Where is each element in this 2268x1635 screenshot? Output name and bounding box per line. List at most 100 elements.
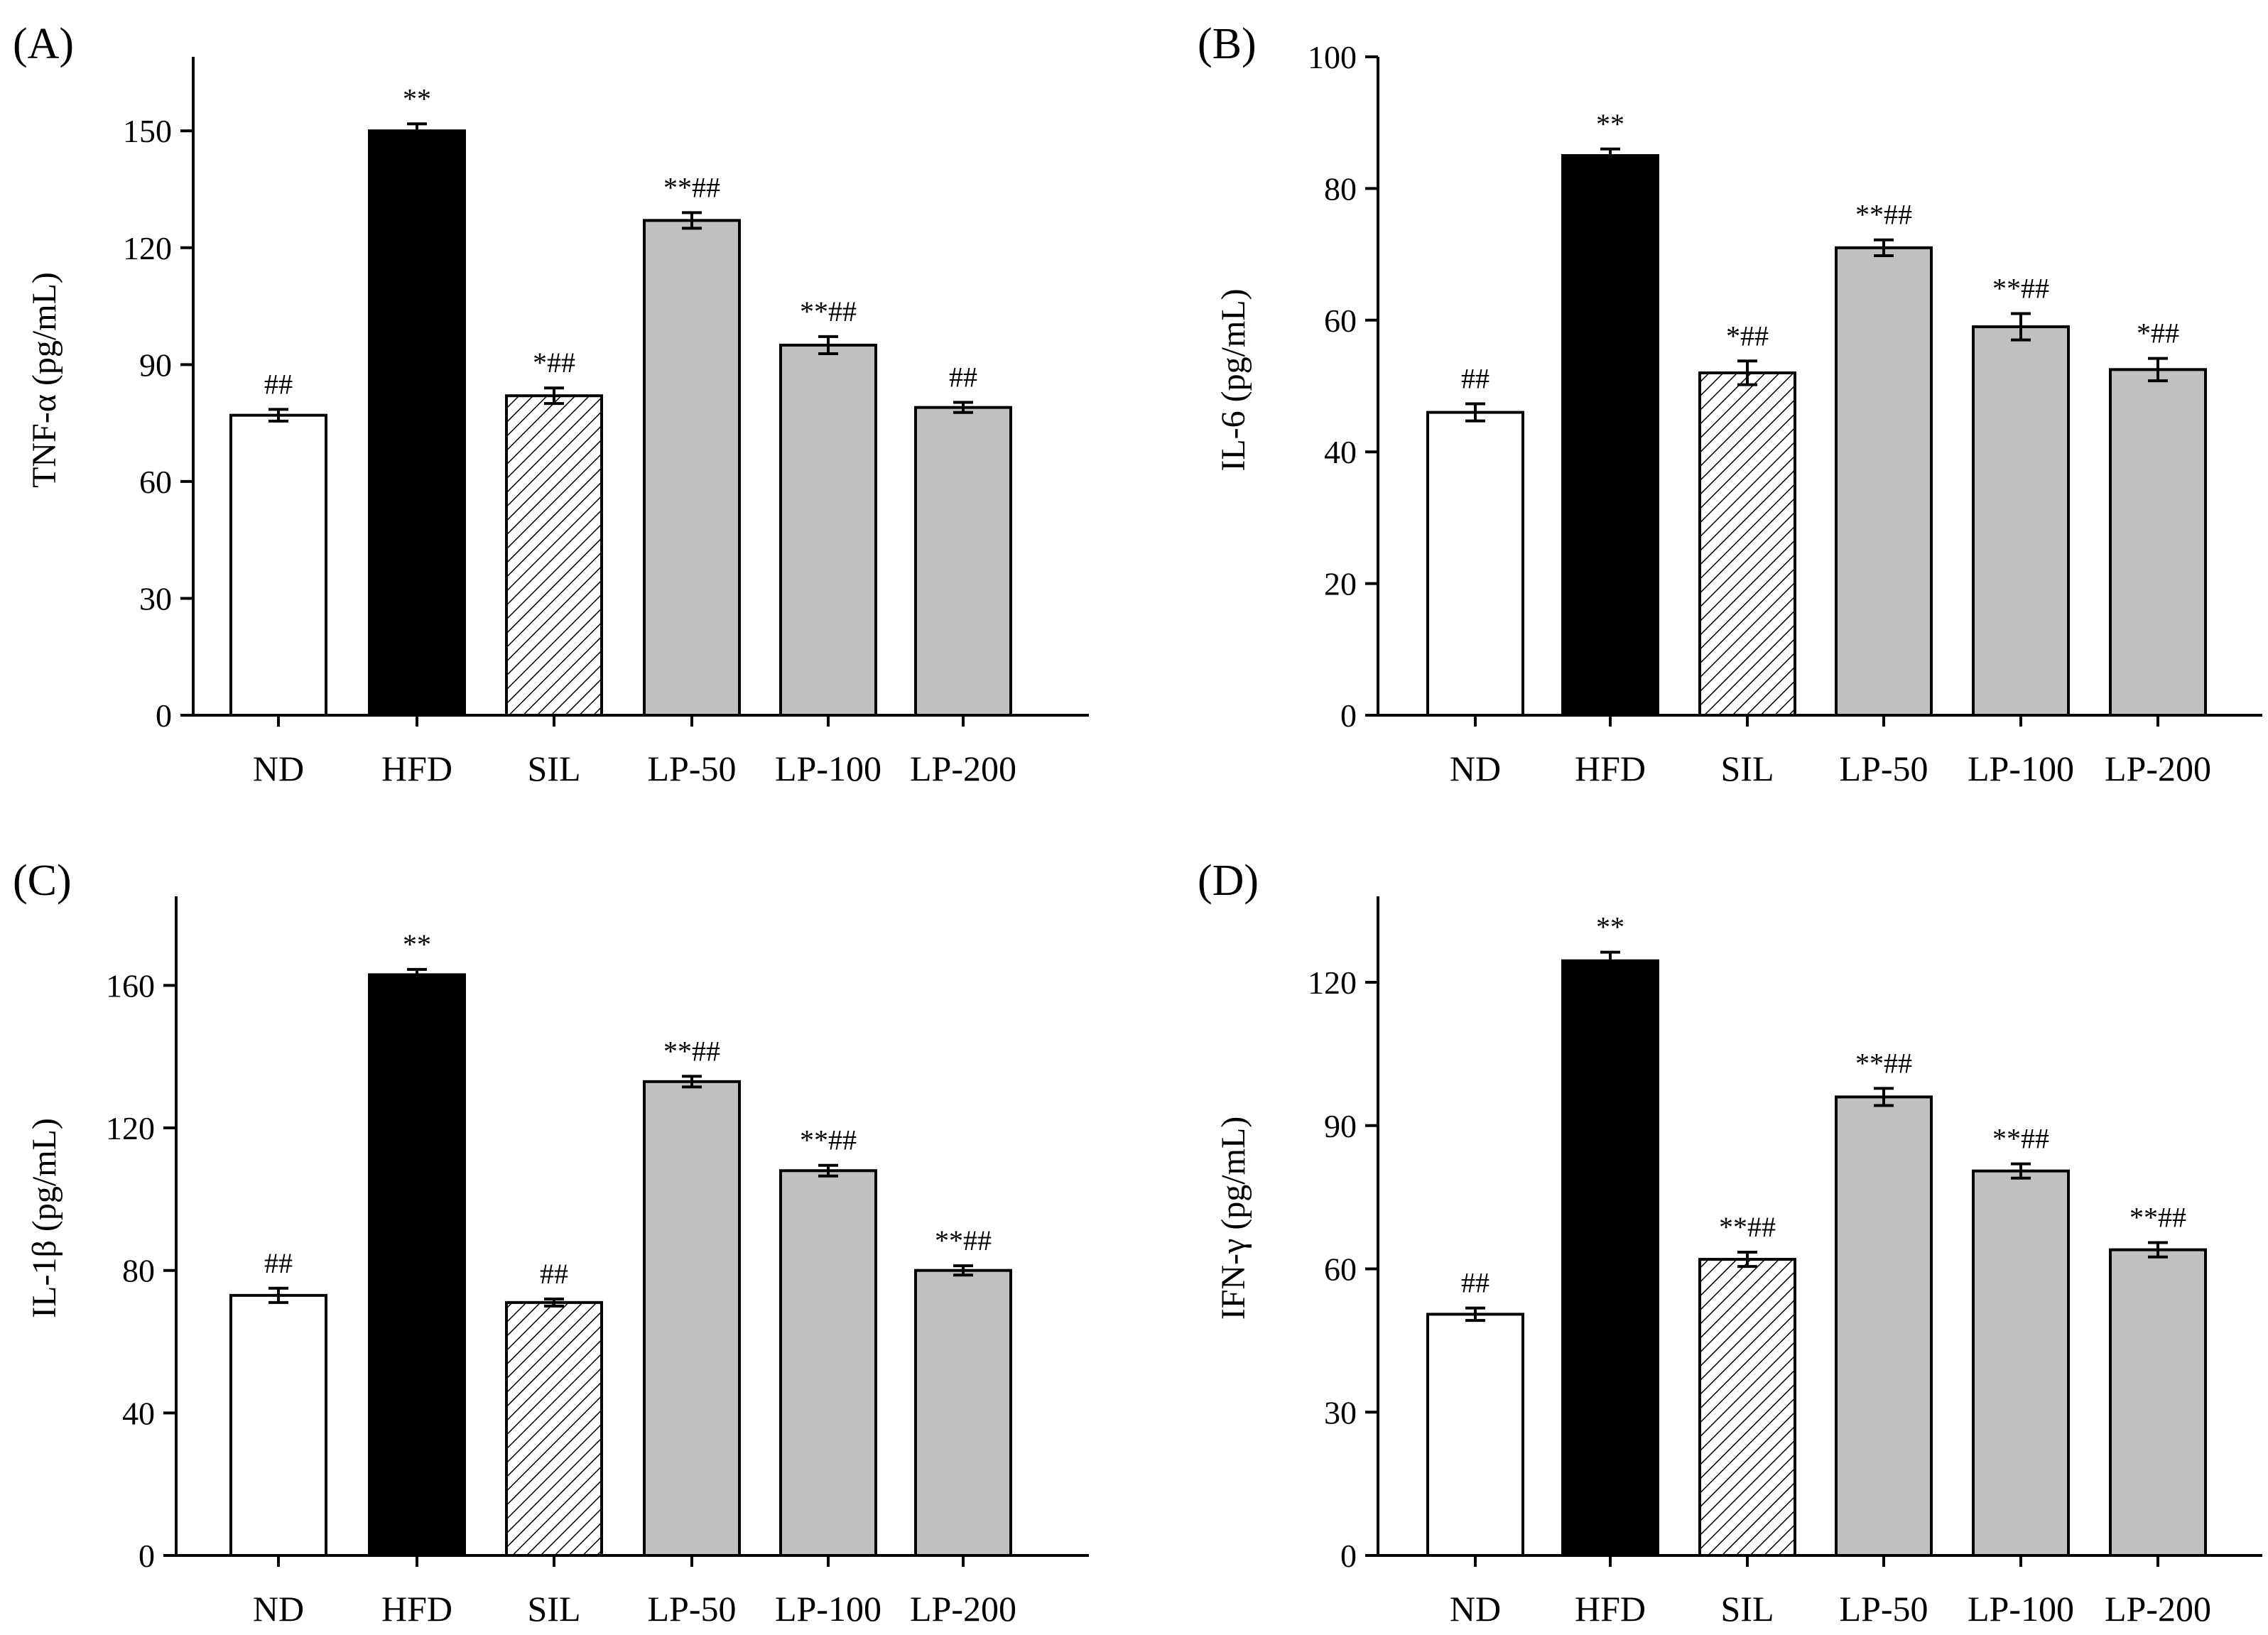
significance-label: **## — [800, 295, 857, 327]
bar — [1426, 411, 1524, 717]
y-tick-label: 60 — [139, 464, 172, 500]
bar — [914, 1269, 1012, 1558]
bar — [2109, 368, 2207, 717]
significance-label: **## — [1992, 273, 2049, 305]
y-tick-label: 30 — [139, 580, 172, 616]
y-tick-label: 30 — [1324, 1394, 1357, 1430]
bar — [1972, 1169, 2070, 1557]
y-tick-label: 90 — [1324, 1108, 1357, 1144]
bar — [643, 219, 741, 717]
y-tick-label: 0 — [139, 1538, 155, 1574]
bar — [779, 1169, 877, 1557]
y-tick-label: 0 — [156, 697, 172, 734]
category-label: LP-100 — [1968, 749, 2074, 788]
y-tick-label: 150 — [123, 113, 172, 149]
significance-label: ## — [264, 368, 293, 400]
bar — [229, 1293, 327, 1557]
category-label: LP-200 — [910, 1589, 1016, 1629]
panel-label: (A) — [13, 20, 74, 68]
bar — [1835, 1095, 1933, 1558]
significance-label: **## — [2129, 1202, 2186, 1234]
bar — [368, 973, 466, 1558]
significance-label: *## — [533, 347, 575, 379]
category-label: LP-200 — [2105, 1589, 2211, 1629]
y-tick-label: 20 — [1324, 566, 1357, 602]
panel-label: (C) — [13, 857, 72, 905]
y-axis-title: TNF-α (pg/mL) — [26, 272, 63, 488]
category-label: HFD — [1575, 1589, 1646, 1629]
bar — [1972, 325, 2070, 717]
category-label: ND — [253, 1589, 304, 1629]
category-label: LP-50 — [1840, 1589, 1928, 1629]
y-axis-title: IL-6 (pg/mL) — [1215, 288, 1252, 471]
category-label: LP-100 — [775, 1589, 881, 1629]
y-axis-title: IL-1β (pg/mL) — [26, 1118, 63, 1318]
y-tick-label: 60 — [1324, 303, 1357, 339]
significance-label: **## — [663, 1035, 720, 1067]
bar — [229, 413, 327, 717]
bar — [1698, 371, 1796, 717]
y-tick-label: 160 — [106, 967, 155, 1004]
y-tick-label: 120 — [1308, 965, 1357, 1001]
significance-label: **## — [1855, 1047, 1912, 1079]
y-tick-label: 100 — [1308, 39, 1357, 75]
bar — [779, 343, 877, 717]
category-label: ND — [1450, 749, 1501, 788]
category-label: LP-50 — [648, 1589, 737, 1629]
bar — [1561, 959, 1659, 1557]
significance-label: ## — [949, 362, 977, 393]
panel-b: (B) IL-6 (pg/mL) 0 20 40 60 80 100 ## ND ** HFD *#… — [1198, 20, 2262, 788]
significance-label: **## — [1855, 199, 1912, 231]
y-tick-label: 60 — [1324, 1251, 1357, 1288]
panel-label: (D) — [1198, 857, 1259, 905]
panel-d: (D) IFN-γ (pg/mL) 0 30 60 90 120 ## ND ** HFD **#… — [1198, 857, 2262, 1629]
bar — [643, 1080, 741, 1557]
bar — [1561, 154, 1659, 717]
significance-label: *## — [2137, 317, 2179, 349]
category-label: LP-200 — [2105, 749, 2211, 788]
y-tick-label: 40 — [122, 1395, 155, 1431]
y-tick-label: 0 — [1340, 697, 1357, 734]
y-tick-label: 40 — [1324, 434, 1357, 470]
bar — [505, 394, 603, 717]
bar — [368, 129, 466, 717]
y-tick-label: 120 — [106, 1110, 155, 1146]
significance-label: ** — [1596, 108, 1624, 140]
significance-label: **## — [935, 1224, 992, 1256]
significance-label: ## — [540, 1258, 568, 1290]
significance-label: **## — [800, 1124, 857, 1156]
significance-label: **## — [663, 171, 720, 203]
category-label: HFD — [381, 1589, 452, 1629]
category-label: HFD — [381, 749, 452, 788]
y-tick-label: 80 — [122, 1253, 155, 1289]
significance-label: ** — [403, 82, 431, 114]
y-tick-label: 90 — [139, 347, 172, 383]
significance-label: ** — [1596, 911, 1624, 943]
bar — [1426, 1313, 1524, 1557]
category-label: ND — [1450, 1589, 1501, 1629]
y-axis-title: IFN-γ (pg/mL) — [1215, 1117, 1252, 1320]
category-label: SIL — [1721, 749, 1774, 788]
category-label: ND — [253, 749, 304, 788]
category-label: HFD — [1575, 749, 1646, 788]
bar — [1835, 246, 1933, 717]
panel-label: (B) — [1198, 20, 1257, 68]
category-label: SIL — [528, 749, 581, 788]
panel-c: (C) IL-1β (pg/mL) 0 40 80 120 160 ## ND ** HFD ##… — [13, 857, 1089, 1629]
category-label: LP-100 — [1968, 1589, 2074, 1629]
bar — [914, 406, 1012, 717]
bar — [2109, 1248, 2207, 1557]
category-label: LP-50 — [1840, 749, 1928, 788]
category-label: LP-50 — [648, 749, 737, 788]
category-label: SIL — [528, 1589, 581, 1629]
bar — [1698, 1258, 1796, 1558]
significance-label: ** — [403, 928, 431, 960]
category-label: LP-100 — [775, 749, 881, 788]
significance-label: **## — [1719, 1211, 1776, 1243]
y-tick-label: 120 — [123, 230, 172, 266]
category-label: LP-200 — [910, 749, 1016, 788]
significance-label: ## — [1461, 1267, 1490, 1299]
panel-a: (A) TNF-α (pg/mL) 0 30 60 90 120 150 ## ND ** HFD… — [13, 20, 1089, 788]
significance-label: ## — [1461, 363, 1490, 395]
